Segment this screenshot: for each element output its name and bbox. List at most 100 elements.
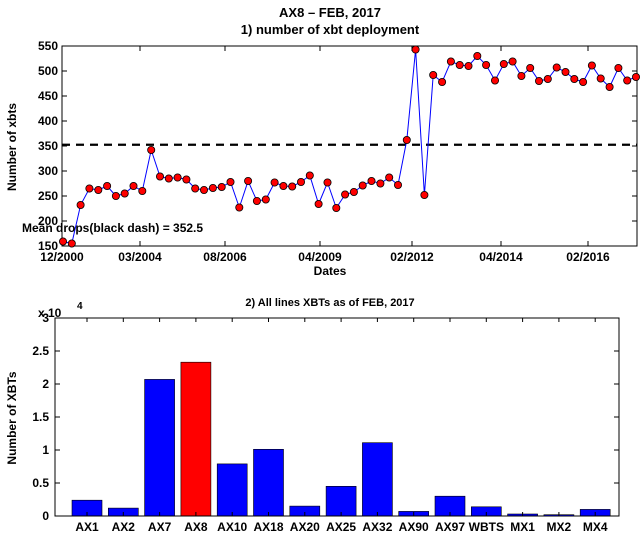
- chart1-data-point: [464, 62, 473, 71]
- chart1-x-tick-label: 04/2014: [479, 250, 523, 264]
- chart1-data-point: [446, 57, 455, 66]
- chart1-data-point: [420, 190, 429, 199]
- chart1-data-point: [270, 178, 279, 187]
- chart2-bar-ax32: [362, 442, 393, 517]
- chart1-data-point: [103, 181, 112, 190]
- chart1-data-point: [147, 145, 156, 154]
- chart1-data-point: [261, 195, 270, 204]
- chart1-y-tick-label: 300: [38, 164, 58, 178]
- chart1-data-point: [191, 184, 200, 193]
- chart1-y-tick-label: 550: [38, 39, 58, 53]
- chart1-data-point: [279, 181, 288, 190]
- chart1-data-point: [217, 182, 226, 191]
- chart1-y-tick-label: 500: [38, 64, 58, 78]
- chart1-data-point: [314, 199, 323, 208]
- chart2-y-tick-label: 3: [42, 311, 49, 325]
- chart2-bar-ax18: [253, 448, 284, 517]
- chart1-data-point: [138, 186, 147, 195]
- chart1-data-point: [323, 178, 332, 187]
- chart1-data-point: [561, 68, 570, 77]
- chart1-data-point: [155, 172, 164, 181]
- chart1-data-point: [623, 76, 632, 85]
- chart1-data-point: [605, 83, 614, 92]
- chart1-data-point: [341, 190, 350, 199]
- chart1-data-point: [305, 171, 314, 180]
- chart2-y-tick-label: 2: [42, 377, 49, 391]
- chart1-data-point: [367, 176, 376, 185]
- chart2-category-label: AX10: [217, 520, 247, 534]
- chart2-y-tick-label: 0.5: [32, 476, 49, 490]
- chart1-data-point: [67, 239, 76, 248]
- chart1-data-point: [288, 182, 297, 191]
- chart1-y-tick-label: 150: [38, 239, 58, 253]
- chart1-xlabel: Dates: [314, 264, 347, 278]
- chart1-data-point: [632, 73, 641, 82]
- chart2-y-multiplier: x 10: [38, 306, 62, 320]
- chart2-category-label: AX8: [184, 520, 208, 534]
- chart1-data-point: [614, 64, 623, 73]
- chart2-y-tick-label: 2.5: [32, 344, 49, 358]
- chart1-data-point: [429, 71, 438, 80]
- chart1-data-point: [473, 52, 482, 61]
- chart1-data-point: [552, 63, 561, 72]
- chart2-category-label: AX90: [399, 520, 429, 534]
- chart2-category-label: MX2: [547, 520, 572, 534]
- chart1-data-point: [455, 61, 464, 70]
- chart1-data-point: [499, 60, 508, 69]
- chart1-title: 1) number of xbt deployment: [241, 22, 420, 37]
- chart1-y-tick-label: 350: [38, 139, 58, 153]
- chart1-data-point: [526, 64, 535, 73]
- chart1-data-point: [164, 174, 173, 183]
- chart1-x-tick-label: 12/2000: [40, 250, 84, 264]
- chart1-data-point: [252, 196, 261, 205]
- chart2-y-tick-label: 1: [42, 443, 49, 457]
- chart2-category-label: AX97: [435, 520, 465, 534]
- chart2-title: 2) All lines XBTs as of FEB, 2017: [245, 297, 414, 309]
- chart2-category-label: AX20: [290, 520, 320, 534]
- chart1-data-point: [385, 173, 394, 182]
- chart1-data-point: [587, 61, 596, 70]
- chart1-data-point: [411, 45, 420, 54]
- chart1-data-point: [579, 78, 588, 87]
- chart1-data-point: [296, 177, 305, 186]
- chart2-plot: 0 0.5 1 1.5 2 2.5 3 AX1 AX2 AX7 AX8 AX10 AX18 AX20 AX2…: [32, 311, 620, 534]
- chart1-x-tick-label: 02/2016: [566, 250, 610, 264]
- figure-title: AX8 – FEB, 2017: [279, 5, 381, 20]
- chart1-data-point: [94, 185, 103, 194]
- chart1-data-point: [438, 78, 447, 87]
- chart1-data-point: [508, 57, 517, 66]
- chart1-y-tick-label: 200: [38, 214, 58, 228]
- chart2-category-label: AX25: [326, 520, 356, 534]
- chart1-data-point: [490, 76, 499, 85]
- chart1-data-point: [402, 135, 411, 144]
- chart2-category-label: AX32: [362, 520, 392, 534]
- chart1-data-point: [376, 179, 385, 188]
- chart2-category-label: MX1: [510, 520, 535, 534]
- chart1-x-tick-label: 04/2009: [298, 250, 342, 264]
- chart1-data-point: [85, 184, 94, 193]
- chart1-data-point: [535, 77, 544, 86]
- chart1-data-point: [358, 181, 367, 190]
- chart1-data-point: [570, 75, 579, 84]
- chart1-x-tick-label: 02/2012: [390, 250, 434, 264]
- chart1-data-point: [129, 181, 138, 190]
- chart1-data-point: [517, 72, 526, 81]
- chart1-data-point: [332, 203, 341, 212]
- chart2-y-tick-label: 1.5: [32, 410, 49, 424]
- chart1-data-point: [393, 180, 402, 189]
- chart1-x-tick-label: 08/2006: [203, 250, 247, 264]
- chart2-y-multiplier-exponent: 4: [77, 301, 83, 312]
- chart1-data-point: [111, 191, 120, 200]
- chart2-category-label: WBTS: [469, 520, 504, 534]
- chart2-bar-ax8: [180, 361, 212, 517]
- chart2-category-label: AX2: [112, 520, 136, 534]
- chart2-bar-ax25: [325, 485, 357, 517]
- chart1-data-point: [543, 75, 552, 84]
- chart1-data-point: [182, 175, 191, 184]
- chart1-data-point: [199, 185, 208, 194]
- chart1-data-point: [173, 173, 182, 182]
- chart1-mean-annotation: Mean drops(black dash) = 352.5: [22, 221, 203, 235]
- chart1-data-point: [244, 176, 253, 185]
- chart2-category-label: AX7: [148, 520, 172, 534]
